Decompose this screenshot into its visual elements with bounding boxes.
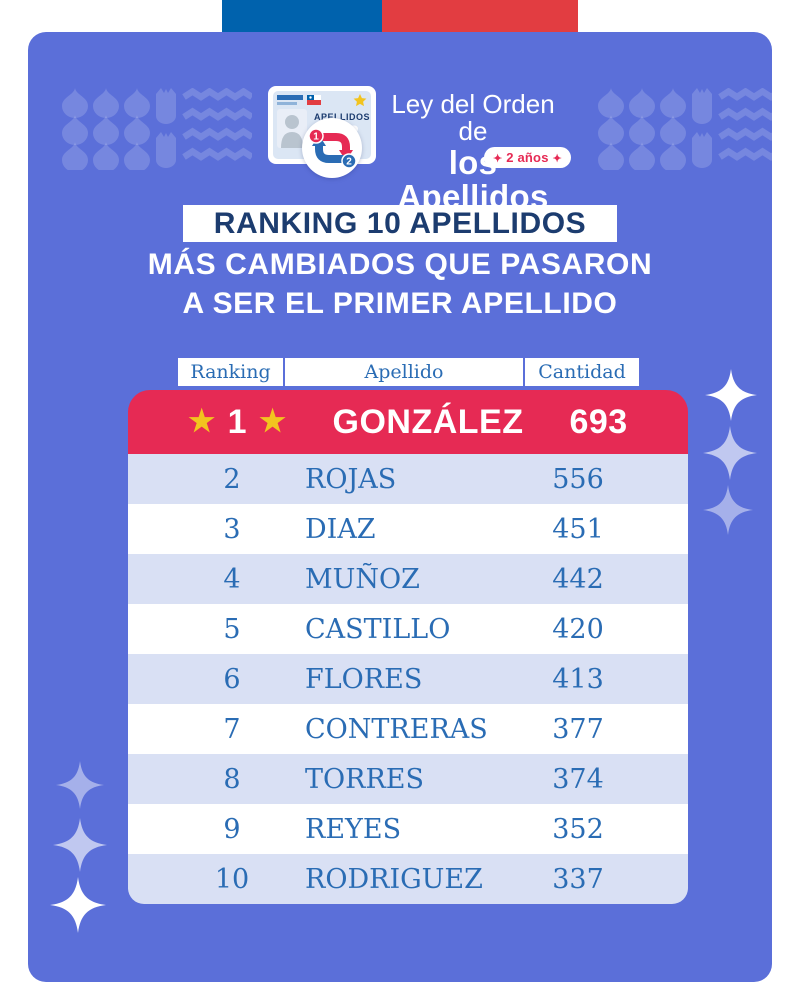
- gold-star-icon: ★: [188, 405, 216, 438]
- cantidad-value: 420: [552, 613, 604, 645]
- campaign-logo: APELLIDOS 2 1 1 2 Ley: [28, 85, 772, 214]
- anniversary-badge-label: 2 años: [506, 150, 549, 165]
- table-row: 8 TORRES 374: [128, 754, 688, 804]
- top-ribbon-red: [382, 0, 578, 33]
- title-line3: A SER EL PRIMER APELLIDO: [182, 287, 618, 320]
- svg-text:1: 1: [313, 132, 319, 143]
- apellido-value: MUÑOZ: [305, 563, 420, 595]
- table-row: 2 ROJAS 556: [128, 454, 688, 504]
- table-header: Ranking Apellido Cantidad: [178, 358, 639, 386]
- rank-value: 2: [223, 463, 241, 495]
- sparkle-icon: [703, 485, 753, 535]
- apellido-value: DIAZ: [305, 513, 376, 545]
- apellido-value: GONZÁLEZ: [332, 402, 524, 441]
- cantidad-value: 374: [552, 763, 604, 795]
- cantidad-value: 451: [552, 513, 604, 545]
- gold-star-icon: ★: [259, 405, 287, 438]
- apellido-value: FLORES: [305, 663, 423, 695]
- logo-title-line1: Ley del Orden de: [391, 89, 555, 147]
- header-ranking: Ranking: [178, 358, 283, 386]
- rank-value: 4: [223, 563, 241, 595]
- rank-value: 5: [223, 613, 241, 645]
- table-row: 4 MUÑOZ 442: [128, 554, 688, 604]
- ranking-table: ★ 1 ★ GONZÁLEZ 693 2 ROJAS 556 3 DIAZ 45…: [128, 390, 688, 904]
- rank-value: 10: [214, 863, 250, 895]
- cantidad-value: 413: [552, 663, 604, 695]
- table-row: 5 CASTILLO 420: [128, 604, 688, 654]
- cantidad-value: 352: [552, 813, 604, 845]
- cantidad-value: 442: [552, 563, 604, 595]
- swap-arrows-icon: 1 2: [301, 117, 363, 179]
- title-band: RANKING 10 APELLIDOS: [183, 205, 617, 242]
- id-card-label: APELLIDOS: [314, 112, 370, 122]
- rank-value: 8: [223, 763, 241, 795]
- sparkle-icon: [53, 818, 107, 872]
- table-row: 7 CONTRERAS 377: [128, 704, 688, 754]
- rank1-group: ★ 1 ★: [188, 403, 286, 442]
- sparkle-icon: [703, 426, 757, 480]
- cantidad-value: 337: [552, 863, 604, 895]
- chile-flag-icon: [307, 95, 321, 105]
- table-row: 6 FLORES 413: [128, 654, 688, 704]
- table-row: 9 REYES 352: [128, 804, 688, 854]
- apellido-value: REYES: [305, 813, 402, 845]
- sparkle-icon: [705, 369, 757, 421]
- table-row: 3 DIAZ 451: [128, 504, 688, 554]
- title-line2: MÁS CAMBIADOS QUE PASARON: [147, 248, 653, 281]
- apellido-value: ROJAS: [305, 463, 397, 495]
- cantidad-value: 377: [552, 713, 604, 745]
- rank-value: 1: [227, 402, 248, 441]
- sparkle-icon: [50, 877, 106, 933]
- apellido-value: CONTRERAS: [305, 713, 488, 745]
- rank-value: 9: [223, 813, 241, 845]
- sparkle-icon: ✦: [552, 153, 562, 165]
- rank-value: 3: [223, 513, 241, 545]
- svg-text:2: 2: [346, 157, 352, 168]
- sparkle-icon: [56, 761, 104, 809]
- apellido-value: RODRIGUEZ: [305, 863, 483, 895]
- anniversary-badge: ✦ 2 años ✦: [484, 147, 571, 168]
- table-row: 10 RODRIGUEZ 337: [128, 854, 688, 904]
- apellido-value: CASTILLO: [305, 613, 451, 645]
- rank-value: 6: [223, 663, 241, 695]
- cantidad-value: 556: [552, 463, 604, 495]
- cantidad-value: 693: [569, 402, 628, 441]
- apellido-value: TORRES: [305, 763, 425, 795]
- top-ribbon-blue: [222, 0, 382, 33]
- header-cantidad: Cantidad: [525, 358, 639, 386]
- header-apellido: Apellido: [285, 358, 523, 386]
- gold-star-icon: [353, 94, 367, 107]
- main-card: APELLIDOS 2 1 1 2 Ley: [28, 32, 772, 982]
- rank-value: 7: [223, 713, 241, 745]
- table-row-rank1: ★ 1 ★ GONZÁLEZ 693: [128, 390, 688, 454]
- sparkle-icon: ✦: [493, 153, 503, 165]
